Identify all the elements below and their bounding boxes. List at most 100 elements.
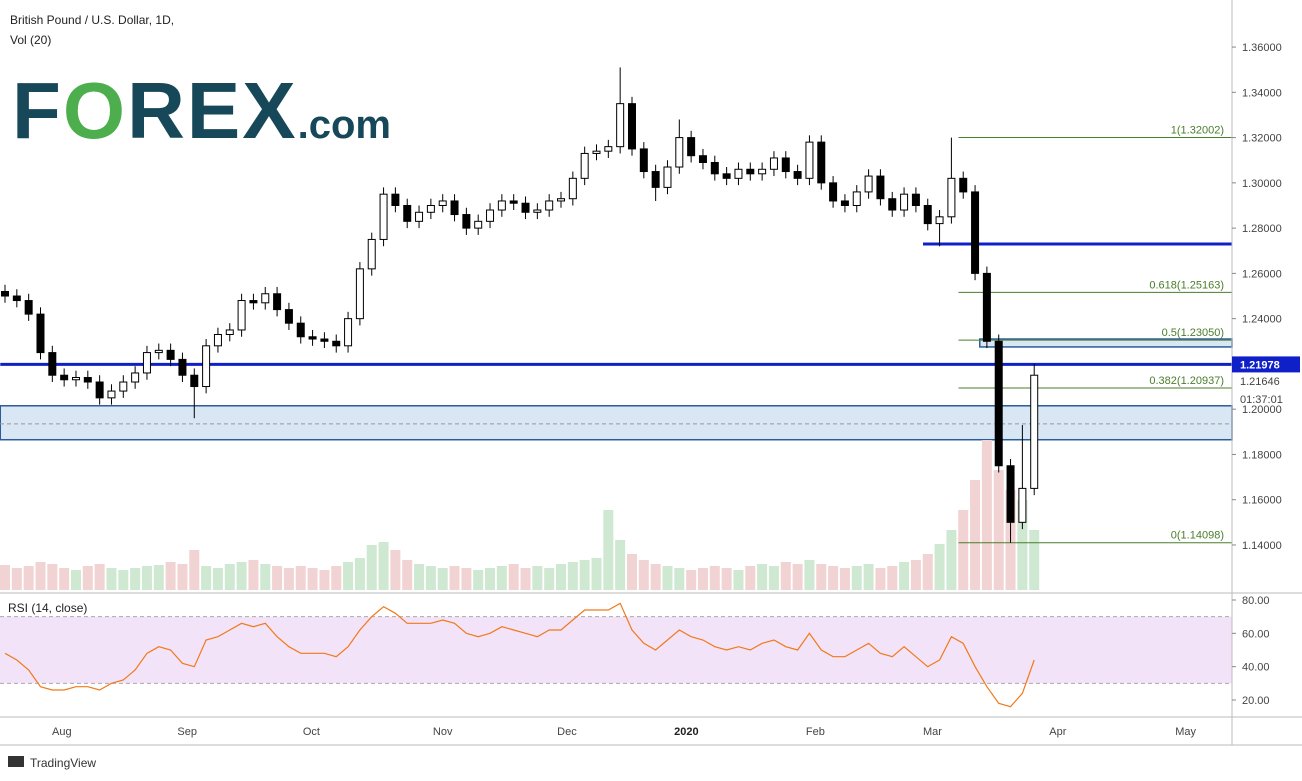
candle-body — [284, 309, 293, 324]
candle-body — [698, 155, 707, 163]
candle-body — [320, 338, 329, 342]
last-price-box — [1232, 356, 1300, 373]
volume-bar — [35, 562, 46, 590]
candle-body — [1018, 487, 1027, 523]
volume-bar — [331, 566, 342, 590]
volume-bar — [697, 568, 708, 590]
candle-body — [651, 171, 660, 188]
y-tick-label: 1.28000 — [1242, 223, 1282, 235]
candle-body — [509, 200, 518, 204]
volume-bar — [94, 564, 105, 590]
candle-body — [616, 103, 625, 148]
candle-body — [923, 204, 932, 225]
volume-bar — [650, 564, 661, 590]
volume-bar — [224, 564, 235, 590]
candle-body — [580, 152, 589, 179]
candle-body — [273, 293, 282, 311]
volume-bar — [768, 566, 779, 590]
volume-bar — [283, 568, 294, 590]
candle-body — [675, 137, 684, 168]
candle-body — [462, 214, 471, 229]
candle-body — [840, 200, 849, 206]
candle-body — [178, 358, 187, 376]
volume-bar — [343, 562, 354, 590]
volume-bar — [485, 568, 496, 590]
candle-body — [1030, 374, 1039, 489]
candle-body — [249, 300, 258, 304]
candle-body — [190, 374, 199, 388]
volume-bar — [970, 480, 981, 590]
candle-body — [213, 333, 222, 347]
volume-bar — [816, 564, 827, 590]
candle-body — [154, 349, 163, 354]
volume-bar — [473, 570, 484, 590]
volume-bar — [449, 566, 460, 590]
y-tick-label: 1.20000 — [1242, 404, 1282, 416]
volume-bar — [307, 568, 318, 590]
volume-bar — [638, 560, 649, 590]
fib-label: 0(1.14098) — [1171, 530, 1224, 542]
logo-rex: REX — [127, 66, 298, 155]
volume-bar — [567, 562, 578, 590]
candle-body — [900, 193, 909, 211]
candle-body — [710, 161, 719, 175]
volume-bar — [461, 568, 472, 590]
volume-bar — [544, 568, 555, 590]
x-tick-label: Aug — [52, 726, 72, 738]
candle-body — [344, 318, 353, 347]
candle-body — [426, 204, 435, 213]
candle-body — [888, 198, 897, 211]
rsi-band — [0, 616, 1232, 684]
candle-body — [734, 168, 743, 179]
candle-body — [1006, 465, 1015, 523]
volume-bar — [993, 470, 1004, 590]
volume-bar — [272, 566, 283, 590]
volume-bar — [1029, 530, 1040, 590]
candle-body — [391, 193, 400, 206]
fib-label: 1(1.32002) — [1171, 125, 1224, 137]
volume-bar — [520, 568, 531, 590]
candle-body — [994, 340, 1003, 467]
candle-body — [1, 290, 9, 297]
y-tick-label: 1.32000 — [1242, 133, 1282, 145]
rsi-line — [4, 602, 1035, 708]
volume-bar — [828, 566, 839, 590]
volume-bar — [1017, 500, 1028, 590]
volume-bar — [780, 562, 791, 590]
logo: FOREX.com — [12, 66, 391, 155]
volume-bar — [47, 564, 58, 590]
candle-body — [12, 295, 21, 302]
volume-bar — [946, 530, 957, 590]
candle-body — [545, 200, 554, 211]
volume-bar — [626, 554, 637, 590]
y-tick-label: 1.16000 — [1242, 495, 1282, 507]
volume-bar — [141, 566, 152, 590]
x-tick-label: Oct — [303, 726, 320, 738]
volume-bar — [212, 568, 223, 590]
candle-body — [959, 177, 968, 193]
volume-bar — [177, 564, 188, 590]
volume-bar — [496, 566, 507, 590]
candle-body — [202, 345, 211, 388]
candle-body — [521, 202, 530, 213]
candle-body — [261, 293, 270, 304]
volume-bar — [887, 566, 898, 590]
candle-body — [663, 166, 672, 188]
candle-body — [83, 376, 92, 383]
volume-bar — [709, 566, 720, 590]
candle-body — [438, 200, 447, 206]
volume-bar — [532, 566, 543, 590]
volume-bar — [875, 568, 886, 590]
logo-com: .com — [298, 103, 391, 147]
x-tick-label: 2020 — [674, 726, 698, 738]
candle-body — [403, 204, 412, 222]
volume-label: Vol (20) — [10, 33, 51, 47]
volume-bar — [366, 545, 377, 590]
candle-body — [533, 209, 542, 213]
volume-bar — [792, 564, 803, 590]
candle-body — [746, 168, 755, 175]
volume-bar — [839, 568, 850, 590]
x-tick-label: Mar — [923, 726, 942, 738]
volume-bar — [354, 558, 365, 590]
volume-bar — [556, 564, 567, 590]
